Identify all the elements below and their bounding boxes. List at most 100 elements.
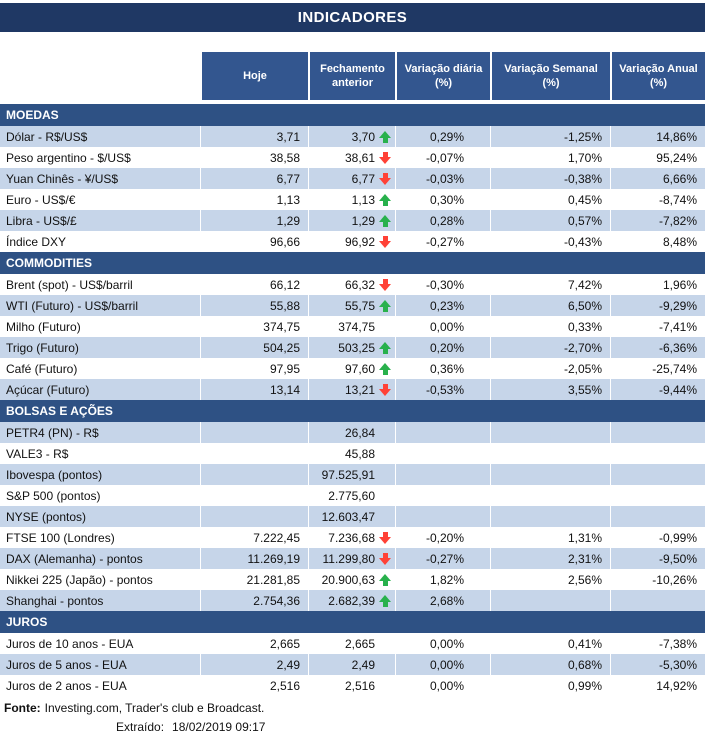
- fechamento-cell: 97.525,91: [308, 464, 395, 485]
- variacao-semanal-cell: [490, 443, 610, 464]
- section-header: BOLSAS E AÇÕES: [0, 400, 705, 422]
- variacao-anual-cell: -25,74%: [610, 358, 705, 379]
- table-row: Shanghai - pontos 2.754,36 2.682,39 2,68%: [0, 590, 705, 611]
- fechamento-value: 1,29: [351, 213, 375, 228]
- hoje-cell: 504,25: [200, 337, 308, 358]
- fechamento-cell: 45,88: [308, 443, 395, 464]
- variacao-diaria-cell: 0,00%: [395, 675, 490, 696]
- column-header-hoje: Hoje: [200, 52, 308, 100]
- variacao-diaria-cell: 1,82%: [395, 569, 490, 590]
- table-row: FTSE 100 (Londres) 7.222,45 7.236,68 -0,20%…: [0, 527, 705, 548]
- variacao-anual-cell: [610, 506, 705, 527]
- hoje-cell: 96,66: [200, 231, 308, 252]
- row-label: Trigo (Futuro): [0, 337, 200, 358]
- variacao-semanal-cell: -0,38%: [490, 168, 610, 189]
- variacao-semanal-cell: -2,05%: [490, 358, 610, 379]
- fechamento-value: 2.775,60: [328, 488, 375, 503]
- table-row: Juros de 5 anos - EUA 2,49 2,49 0,00% 0,68% -…: [0, 654, 705, 675]
- arrow-slot: [375, 573, 395, 586]
- footer: Fonte: Investing.com, Trader's club e Br…: [0, 698, 705, 736]
- table-row: Ibovespa (pontos) 97.525,91: [0, 464, 705, 485]
- fechamento-value: 7.236,68: [328, 530, 375, 545]
- fechamento-cell: 97,60: [308, 358, 395, 379]
- column-header-variacao-anual: Variação Anual (%): [610, 52, 705, 100]
- variacao-anual-cell: 14,92%: [610, 675, 705, 696]
- row-label: DAX (Alemanha) - pontos: [0, 548, 200, 569]
- fechamento-cell: 38,61: [308, 147, 395, 168]
- hoje-cell: 11.269,19: [200, 548, 308, 569]
- variacao-semanal-cell: 3,55%: [490, 379, 610, 400]
- arrow-up-icon: [379, 573, 391, 586]
- hoje-cell: [200, 443, 308, 464]
- variacao-anual-cell: [610, 485, 705, 506]
- variacao-diaria-cell: 0,30%: [395, 189, 490, 210]
- hoje-cell: [200, 506, 308, 527]
- variacao-anual-cell: [610, 464, 705, 485]
- arrow-up-icon: [379, 130, 391, 143]
- row-label: VALE3 - R$: [0, 443, 200, 464]
- row-label: Libra - US$/£: [0, 210, 200, 231]
- arrow-up-icon: [379, 193, 391, 206]
- table-row: Trigo (Futuro) 504,25 503,25 0,20% -2,70% -6,…: [0, 337, 705, 358]
- variacao-diaria-cell: -0,20%: [395, 527, 490, 548]
- fechamento-value: 38,61: [344, 150, 375, 165]
- variacao-anual-cell: 14,86%: [610, 126, 705, 147]
- fechamento-cell: 11.299,80: [308, 548, 395, 569]
- fechamento-value: 3,70: [351, 129, 375, 144]
- table-row: NYSE (pontos) 12.603,47: [0, 506, 705, 527]
- variacao-anual-cell: -10,26%: [610, 569, 705, 590]
- variacao-diaria-cell: [395, 422, 490, 443]
- row-label: Milho (Futuro): [0, 316, 200, 337]
- variacao-diaria-cell: [395, 485, 490, 506]
- table-row: S&P 500 (pontos) 2.775,60: [0, 485, 705, 506]
- extracted-timestamp: 18/02/2019 09:17: [172, 719, 266, 734]
- fechamento-cell: 2,665: [308, 633, 395, 654]
- row-label: Juros de 2 anos - EUA: [0, 675, 200, 696]
- row-label: Euro - US$/€: [0, 189, 200, 210]
- row-label: Ibovespa (pontos): [0, 464, 200, 485]
- hoje-cell: 55,88: [200, 295, 308, 316]
- variacao-anual-cell: -7,41%: [610, 316, 705, 337]
- fechamento-value: 2.682,39: [328, 593, 375, 608]
- variacao-diaria-cell: 0,23%: [395, 295, 490, 316]
- fechamento-cell: 96,92: [308, 231, 395, 252]
- row-label: Yuan Chinês - ¥/US$: [0, 168, 200, 189]
- fechamento-cell: 20.900,63: [308, 569, 395, 590]
- fechamento-cell: 12.603,47: [308, 506, 395, 527]
- table-row: DAX (Alemanha) - pontos 11.269,19 11.299,8…: [0, 548, 705, 569]
- table-row: Juros de 10 anos - EUA 2,665 2,665 0,00% 0,4…: [0, 633, 705, 654]
- row-label: Brent (spot) - US$/barril: [0, 274, 200, 295]
- variacao-diaria-cell: -0,27%: [395, 231, 490, 252]
- row-label: Peso argentino - $/US$: [0, 147, 200, 168]
- fechamento-cell: 2.775,60: [308, 485, 395, 506]
- arrow-down-icon: [379, 383, 391, 396]
- table-row: Índice DXY 96,66 96,92 -0,27% -0,43% 8,48%: [0, 231, 705, 252]
- variacao-diaria-cell: 0,29%: [395, 126, 490, 147]
- arrow-up-icon: [379, 594, 391, 607]
- fechamento-cell: 1,29: [308, 210, 395, 231]
- variacao-semanal-cell: 1,31%: [490, 527, 610, 548]
- variacao-semanal-cell: 0,33%: [490, 316, 610, 337]
- arrow-slot: [375, 341, 395, 354]
- fechamento-cell: 55,75: [308, 295, 395, 316]
- arrow-up-icon: [379, 362, 391, 375]
- fechamento-value: 503,25: [338, 340, 375, 355]
- arrow-slot: [375, 172, 395, 185]
- variacao-diaria-cell: -0,53%: [395, 379, 490, 400]
- fechamento-cell: 6,77: [308, 168, 395, 189]
- variacao-anual-cell: 6,66%: [610, 168, 705, 189]
- fechamento-value: 11.299,80: [322, 551, 376, 566]
- variacao-semanal-cell: [490, 506, 610, 527]
- variacao-diaria-cell: -0,30%: [395, 274, 490, 295]
- hoje-cell: 21.281,85: [200, 569, 308, 590]
- hoje-cell: 2,516: [200, 675, 308, 696]
- variacao-diaria-cell: 0,20%: [395, 337, 490, 358]
- variacao-semanal-cell: 0,57%: [490, 210, 610, 231]
- table-row: Yuan Chinês - ¥/US$ 6,77 6,77 -0,03% -0,38% 6…: [0, 168, 705, 189]
- row-label: PETR4 (PN) - R$: [0, 422, 200, 443]
- arrow-down-icon: [379, 552, 391, 565]
- variacao-diaria-cell: 2,68%: [395, 590, 490, 611]
- variacao-anual-cell: -9,44%: [610, 379, 705, 400]
- variacao-anual-cell: [610, 590, 705, 611]
